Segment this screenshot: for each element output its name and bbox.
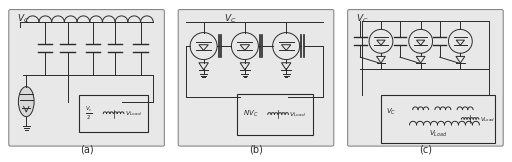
Text: $V_{Load}$: $V_{Load}$ (429, 129, 447, 139)
Text: $\frac{V_c}{2}$: $\frac{V_c}{2}$ (85, 105, 93, 122)
FancyBboxPatch shape (381, 95, 495, 143)
Text: $V_{Load}$: $V_{Load}$ (125, 109, 141, 118)
Text: $V_C$: $V_C$ (17, 13, 29, 25)
FancyBboxPatch shape (237, 94, 313, 135)
Text: $V_C$: $V_C$ (386, 107, 396, 117)
Text: (a): (a) (80, 144, 93, 154)
Text: $V_{Load}$: $V_{Load}$ (289, 110, 306, 119)
Text: $V_C$: $V_C$ (355, 13, 368, 25)
Text: $V_{Load}$: $V_{Load}$ (480, 115, 495, 124)
Ellipse shape (18, 87, 34, 117)
Text: $NV_C$: $NV_C$ (243, 109, 259, 119)
FancyBboxPatch shape (9, 10, 164, 146)
FancyBboxPatch shape (79, 95, 148, 132)
Text: (c): (c) (419, 144, 432, 154)
Text: (b): (b) (249, 144, 263, 154)
FancyBboxPatch shape (178, 10, 334, 146)
Text: $V_C$: $V_C$ (224, 13, 237, 25)
FancyBboxPatch shape (348, 10, 503, 146)
